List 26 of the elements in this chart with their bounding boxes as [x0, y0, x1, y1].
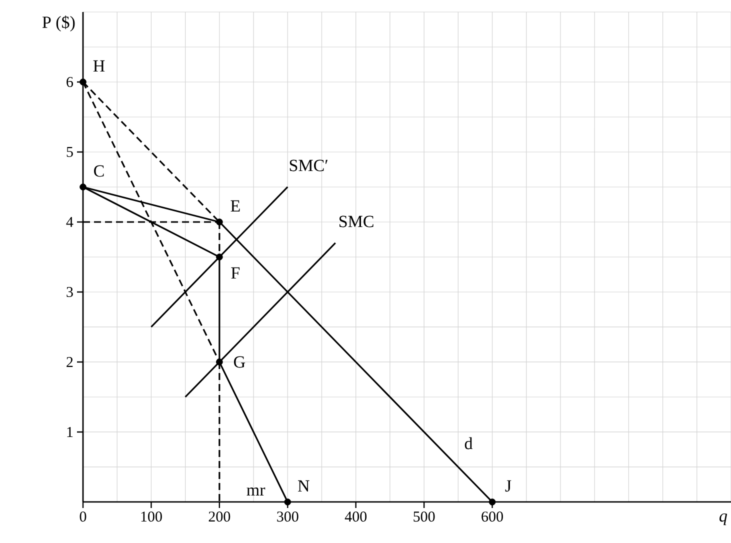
annotation: J: [505, 480, 512, 492]
x-tick-label: 600: [482, 512, 503, 522]
annotation: N: [298, 480, 310, 492]
y-tick-label: 4: [66, 217, 74, 227]
x-tick-label: 300: [277, 512, 298, 522]
annotation: C: [94, 165, 104, 177]
annotation: E: [230, 200, 240, 212]
y-tick-label: 3: [66, 286, 73, 298]
annotation: H: [93, 60, 105, 72]
series-label: mr: [246, 487, 266, 496]
series-label: d: [464, 437, 473, 450]
annotation: G: [234, 356, 246, 368]
y-tick-label: 6: [66, 76, 74, 88]
y-axis-title: P ($): [42, 16, 75, 32]
y-tick-label: 1: [67, 427, 73, 437]
x-tick-label: 100: [141, 512, 162, 522]
y-tick-label: 5: [66, 147, 73, 157]
series-label: SMC′: [290, 160, 328, 172]
y-tick-label: 2: [66, 357, 73, 367]
x-axis-title: q: [720, 514, 728, 526]
series-label: SMC: [340, 216, 374, 228]
x-tick-label: 500: [414, 512, 435, 522]
x-tick-label: 400: [344, 512, 367, 522]
annotation: F: [231, 267, 240, 279]
x-tick-label: 200: [208, 512, 230, 522]
x-tick-label: 0: [80, 512, 86, 522]
